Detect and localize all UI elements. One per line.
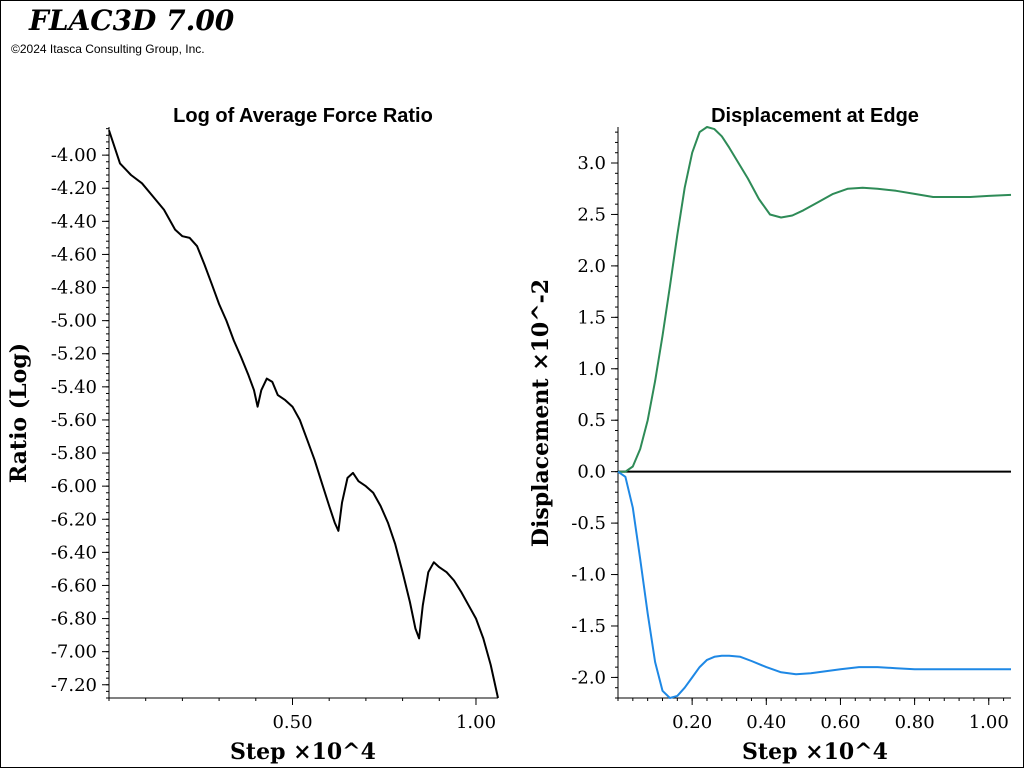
edge-displacement-y-tick-label: 2.0 <box>577 256 606 277</box>
edge-displacement-y-tick-label: -0.5 <box>571 513 606 534</box>
force-ratio-y-ticks: -4.00 -4.20 -4.40 -4.60 -4.80 -5.00 -5.20 -5.40… <box>51 145 109 696</box>
force-ratio-y-tick-label: -4.40 <box>51 211 97 232</box>
force-ratio-y-tick-label: -6.00 <box>51 476 97 497</box>
force-ratio-y-tick-label: -5.20 <box>51 344 97 365</box>
force-ratio-x-tick-label: 0.50 <box>272 712 312 733</box>
force-ratio-y-tick-label: -6.40 <box>51 542 97 563</box>
force-ratio-y-tick-label: -6.20 <box>51 509 97 530</box>
force-ratio-chart: Log of Average Force Ratio -4.00-4.20-4.… <box>6 105 499 765</box>
force-ratio-y-tick-label: -4.20 <box>51 178 97 199</box>
copyright-text: ©2024 Itasca Consulting Group, Inc. <box>11 42 205 56</box>
edge-displacement-series <box>617 126 1012 699</box>
force-ratio-x-ticks: 0.50 1.00 <box>272 698 496 733</box>
edge-displacement-y-tick-label: 2.5 <box>577 204 606 225</box>
force-ratio-y-label: Ratio (Log) <box>6 343 32 483</box>
edge-displacement-y-ticks: 3.0 2.5 2.0 1.5 1.0 0.5 0.0 -0.5 -1.0 -1.5 -2.0 <box>571 153 618 688</box>
edge-displacement-x-tick-label: 1.00 <box>969 712 1009 733</box>
force-ratio-x-label: Step ×10^4 <box>230 739 376 765</box>
force-ratio-y-tick-label: -4.60 <box>51 244 97 265</box>
force-ratio-x-tick-label: 1.00 <box>456 712 496 733</box>
edge-displacement-series-line-1 <box>618 126 1012 473</box>
edge-displacement-x-tick-label: 0.60 <box>820 712 860 733</box>
edge-displacement-y-tick-label: -1.0 <box>571 565 606 586</box>
app-title: FLAC3D 7.00 <box>29 4 235 37</box>
force-ratio-y-tick-label: -5.80 <box>51 443 97 464</box>
force-ratio-series <box>108 129 499 699</box>
edge-displacement-x-label: Step ×10^4 <box>742 739 888 765</box>
edge-displacement-y-tick-label: 3.0 <box>577 153 606 174</box>
force-ratio-y-tick-label: -4.80 <box>51 278 97 299</box>
edge-displacement-x-tick-label: 0.20 <box>672 712 712 733</box>
edge-displacement-y-tick-label: 1.5 <box>577 307 606 328</box>
edge-displacement-x-ticks: 0.20 0.40 0.60 0.80 1.00 <box>672 698 1009 733</box>
edge-displacement-title: Displacement at Edge <box>711 105 919 127</box>
edge-displacement-series-line-2 <box>617 470 1011 699</box>
force-ratio-series-line-1 <box>108 129 499 699</box>
force-ratio-y-tick-label: -6.60 <box>51 575 97 596</box>
edge-displacement-x-tick-label: 0.80 <box>895 712 935 733</box>
edge-displacement-y-tick-label: 0.5 <box>577 410 606 431</box>
edge-displacement-y-label: Displacement ×10^-2 <box>528 279 554 547</box>
force-ratio-title: Log of Average Force Ratio <box>173 105 433 127</box>
edge-displacement-x-tick-label: 0.40 <box>746 712 786 733</box>
edge-displacement-chart: Displacement at Edge 3.0 2.5 2.0 1.5 1.0 0.5 0… <box>528 105 1012 765</box>
edge-displacement-y-tick-label: 1.0 <box>577 359 606 380</box>
force-ratio-y-tick-label: -5.60 <box>51 410 97 431</box>
force-ratio-y-tick-label: -4.00 <box>51 145 97 166</box>
edge-displacement-y-tick-label: 0.0 <box>577 462 606 483</box>
force-ratio-y-tick-label: -6.80 <box>51 609 97 630</box>
force-ratio-y-tick-label: -5.00 <box>51 311 97 332</box>
edge-displacement-minor-ticks <box>615 131 1005 701</box>
edge-displacement-y-tick-label: -2.0 <box>571 667 606 688</box>
force-ratio-y-tick-label: -7.00 <box>51 642 97 663</box>
force-ratio-minor-ticks <box>106 128 477 701</box>
force-ratio-y-tick-label: -7.20 <box>51 675 97 696</box>
edge-displacement-y-tick-label: -1.5 <box>571 616 606 637</box>
force-ratio-y-tick-label: -5.40 <box>51 377 97 398</box>
